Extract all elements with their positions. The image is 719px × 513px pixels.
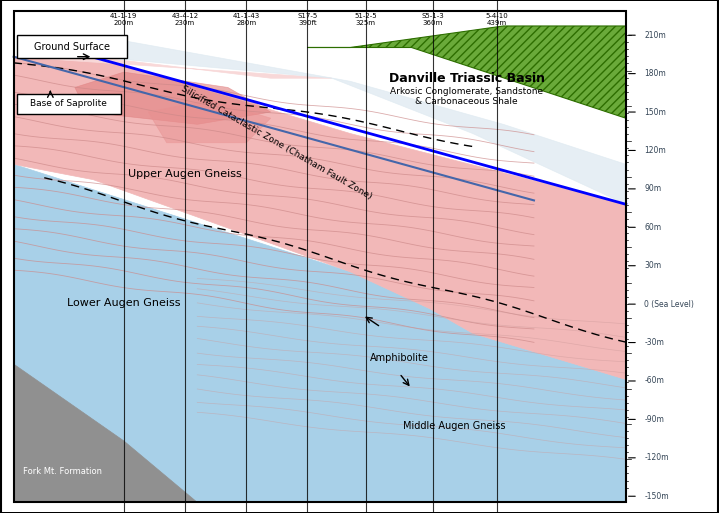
Text: 51-2-5
325m: 51-2-5 325m xyxy=(354,13,377,26)
FancyBboxPatch shape xyxy=(17,35,127,58)
Text: -90m: -90m xyxy=(644,415,664,424)
Text: 41-1-43
280m: 41-1-43 280m xyxy=(233,13,260,26)
Text: -120m: -120m xyxy=(644,453,669,462)
Text: Middle Augen Gneiss: Middle Augen Gneiss xyxy=(403,421,505,430)
Text: Lower Augen Gneiss: Lower Augen Gneiss xyxy=(67,298,180,308)
Text: Upper Augen Gneiss: Upper Augen Gneiss xyxy=(128,168,242,179)
Polygon shape xyxy=(148,100,271,143)
Polygon shape xyxy=(14,164,626,502)
Text: 180m: 180m xyxy=(644,69,666,78)
Text: -30m: -30m xyxy=(644,338,664,347)
Polygon shape xyxy=(93,35,626,204)
Polygon shape xyxy=(14,57,332,78)
Text: 90m: 90m xyxy=(644,184,661,193)
Polygon shape xyxy=(75,72,271,124)
Text: 60m: 60m xyxy=(644,223,661,232)
Text: Danville Triassic Basin: Danville Triassic Basin xyxy=(389,72,544,85)
FancyBboxPatch shape xyxy=(17,93,121,113)
Bar xyxy=(14,11,626,502)
Text: 30m: 30m xyxy=(644,261,661,270)
Text: Fork Mt. Formation: Fork Mt. Formation xyxy=(23,467,102,476)
Text: 0 (Sea Level): 0 (Sea Level) xyxy=(644,300,694,309)
Text: Ground Surface: Ground Surface xyxy=(34,42,110,52)
Polygon shape xyxy=(14,364,197,502)
Text: 43-4-12
230m: 43-4-12 230m xyxy=(171,13,198,26)
Text: S5-1-3
360m: S5-1-3 360m xyxy=(421,13,444,26)
Text: Silicified Cataclastic Zone (Chatham Fault Zone): Silicified Cataclastic Zone (Chatham Fau… xyxy=(180,84,374,201)
Text: 41-1-19
200m: 41-1-19 200m xyxy=(110,13,137,26)
Text: Amphibolite: Amphibolite xyxy=(370,353,429,363)
Polygon shape xyxy=(308,26,626,118)
Text: 120m: 120m xyxy=(644,146,666,155)
Text: 150m: 150m xyxy=(644,108,666,116)
Text: -60m: -60m xyxy=(644,377,664,385)
Text: Arkosic Conglomerate, Sandstone
& Carbonaceous Shale: Arkosic Conglomerate, Sandstone & Carbon… xyxy=(390,87,543,106)
Text: S17-5
390ft: S17-5 390ft xyxy=(298,13,318,26)
Text: -150m: -150m xyxy=(644,492,669,501)
Text: 5-4-10
439m: 5-4-10 439m xyxy=(486,13,508,26)
Polygon shape xyxy=(14,57,626,380)
Text: 210m: 210m xyxy=(644,31,666,40)
Text: Base of Saprolite: Base of Saprolite xyxy=(30,99,107,108)
